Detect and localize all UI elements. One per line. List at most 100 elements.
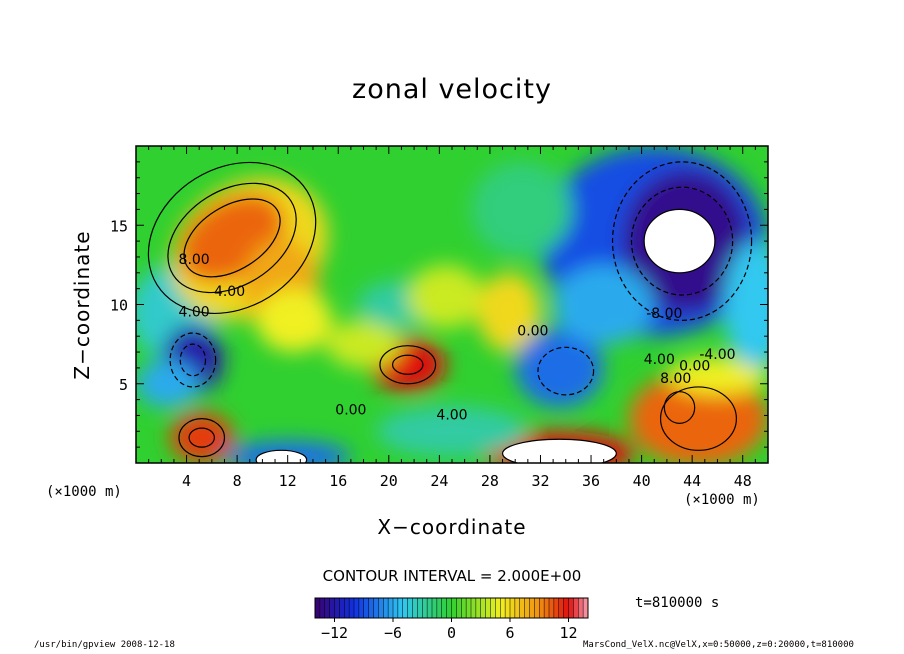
colorbar-swatch <box>510 598 516 618</box>
colorbar-swatch <box>514 598 521 618</box>
undefined-region-1 <box>501 438 617 463</box>
field-region-16 <box>376 405 528 457</box>
colorbar-swatch <box>553 598 560 618</box>
colorbar-swatch <box>519 598 526 618</box>
colorbar-swatch <box>378 598 384 618</box>
field-region-13 <box>477 272 541 353</box>
colorbar-swatch <box>334 598 340 618</box>
field-region-10 <box>256 288 332 353</box>
contour-label-4: 4.00 <box>436 407 467 423</box>
contour-ring-0 <box>167 182 297 294</box>
colorbar-swatch <box>344 598 350 618</box>
colorbar-tick-label: 6 <box>505 624 514 642</box>
time-label: t=810000 s <box>635 595 720 611</box>
colorbar-swatch <box>549 598 555 618</box>
field-region-9 <box>325 320 402 368</box>
contour-ring-3 <box>379 345 437 385</box>
colorbar-swatch <box>368 598 374 618</box>
colorbar-swatch <box>578 598 584 618</box>
contour-label-3: 0.00 <box>335 403 366 419</box>
x-tick-label: 48 <box>734 472 752 490</box>
colorbar-swatch <box>480 598 487 618</box>
colorbar-swatch <box>490 598 496 618</box>
colorbar-swatch <box>539 598 545 618</box>
colorbar-swatch <box>534 598 540 618</box>
colorbar-swatch <box>315 598 321 618</box>
contour-ring-2 <box>147 161 317 315</box>
contour-label-7: -4.00 <box>699 347 735 363</box>
colorbar: −12 −6 0 6 12 <box>314 597 589 642</box>
x-tick-label: 12 <box>279 472 297 490</box>
colorbar-tick-label: 12 <box>559 624 577 642</box>
colorbar-swatch <box>329 598 335 618</box>
field-region-12 <box>407 264 484 329</box>
field-region-20 <box>628 371 768 463</box>
colorbar-swatch <box>324 598 331 618</box>
contour-interval-label: CONTOUR INTERVAL = 2.000E+00 <box>322 567 582 585</box>
colorbar-swatch <box>436 598 443 618</box>
colorbar-swatch <box>417 598 423 618</box>
velocity-field <box>136 146 768 463</box>
contour-ring-13 <box>537 346 595 396</box>
contour-lines <box>147 161 753 458</box>
contour-ring-10 <box>611 161 753 321</box>
contour-ring-8 <box>179 343 207 377</box>
x-tick-label: 4 <box>182 472 191 490</box>
colorbar-swatch <box>402 598 409 618</box>
colorbar-swatch <box>363 598 370 618</box>
colorbar-swatch <box>441 598 448 618</box>
colorbar-swatch <box>358 598 365 618</box>
contour-ring-11 <box>659 386 737 451</box>
colorbar-swatch <box>412 598 418 618</box>
colorbar-swatch <box>373 598 379 618</box>
contour-ring-5 <box>178 418 226 458</box>
x-tick-label: 28 <box>481 472 499 490</box>
x-tick-label: 20 <box>380 472 398 490</box>
field-region-5 <box>136 359 200 408</box>
y-axis-ticks: 5 10 15 <box>110 161 768 448</box>
contour-labels: 8.004.004.000.00 4.000.00-8.00-4.004.00 0.… <box>179 252 736 423</box>
colorbar-swatch <box>446 598 452 618</box>
colorbar-swatch <box>427 598 433 618</box>
colorbar-swatch <box>495 598 501 618</box>
contour-label-5: 0.00 <box>517 323 548 339</box>
x-tick-label: 32 <box>531 472 549 490</box>
x-axis-ticks: 4 8 12 16 20 24 28 32 36 40 44 48 <box>148 146 756 490</box>
contour-ring-4 <box>391 354 424 375</box>
colorbar-swatch <box>388 598 394 618</box>
contour-ring-1 <box>183 198 281 278</box>
x-axis-label: X−coordinate <box>377 515 527 539</box>
x-tick-label: 36 <box>582 472 600 490</box>
colorbar-tick-label: −12 <box>321 624 348 642</box>
colorbar-swatch <box>583 598 589 618</box>
contour-label-2: 4.00 <box>179 304 210 320</box>
y-tick-label: 5 <box>119 376 128 394</box>
x-tick-label: 16 <box>329 472 347 490</box>
contour-ring-9 <box>630 186 734 296</box>
colorbar-swatch <box>422 598 428 618</box>
chart-title: zonal velocity <box>352 74 552 105</box>
colorbar-swatch <box>456 598 462 618</box>
colorbar-swatch <box>529 598 535 618</box>
contour-label-9: 0.00 <box>679 358 710 374</box>
contour-label-0: 8.00 <box>179 252 210 268</box>
field-region-23 <box>723 241 768 368</box>
colorbar-swatch <box>383 598 389 618</box>
colorbar-swatch <box>397 598 404 618</box>
colorbar-swatch <box>573 598 579 618</box>
footer-left: /usr/bin/gpview 2008-12-18 <box>34 640 175 650</box>
footer-right: MarsCond_VelX.nc@VelX,x=0:50000,z=0:2000… <box>583 640 854 650</box>
colorbar-swatch <box>563 598 569 618</box>
colorbar-swatch <box>558 598 565 618</box>
contour-label-1: 4.00 <box>214 284 245 300</box>
colorbar-swatch <box>471 598 477 618</box>
y-axis-label: Z−coordinate <box>70 230 94 380</box>
colorbar-swatch <box>407 598 413 618</box>
x-tick-label: 44 <box>683 472 701 490</box>
colorbar-swatch <box>466 598 472 618</box>
colorbar-swatch <box>349 598 355 618</box>
field-region-19 <box>553 264 655 345</box>
colorbar-swatch <box>354 598 360 618</box>
